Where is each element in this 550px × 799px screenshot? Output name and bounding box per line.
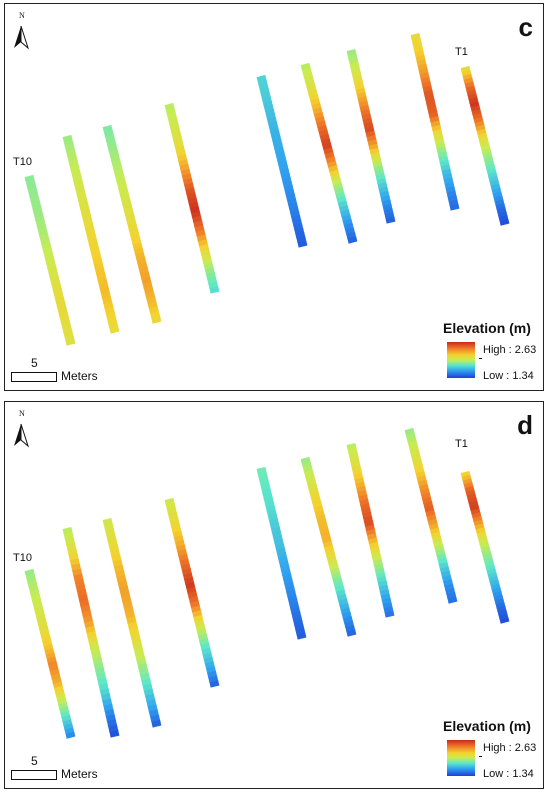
scale-unit: Meters: [61, 369, 98, 383]
transect-segment-T5: [296, 632, 307, 640]
scale-bar: 5 Meters: [11, 356, 121, 384]
transect-segment-T1: [463, 482, 474, 489]
legend-low: Low : 1.34: [483, 370, 534, 382]
transect-segment-T1: [479, 542, 490, 549]
transect-segment-T1: [471, 512, 482, 519]
transect-segment-T1: [465, 489, 476, 497]
elevation-legend: Elevation (m) High : 2.63 Low : 1.34: [441, 718, 541, 784]
transect-segment-T1: [491, 587, 502, 594]
transect-segment-T1: [475, 527, 486, 534]
transect-segment-T8: [151, 315, 162, 324]
transect-label-first: T1: [455, 46, 468, 58]
transect-segment-T1: [484, 560, 495, 568]
transect-segment-T1: [462, 478, 473, 486]
transect-segment-T1: [464, 485, 475, 493]
legend-tick: [479, 358, 482, 359]
transect-segment-T1: [470, 508, 481, 516]
transect-segment-T1: [488, 575, 499, 583]
transect-segment-T1: [472, 515, 483, 523]
transect-segment-T4: [346, 629, 357, 637]
transect-segment-T1: [495, 602, 506, 609]
transect-segment-T7: [209, 286, 220, 294]
transect-segment-T1: [469, 504, 480, 512]
scale-bar-box: [11, 372, 57, 382]
scale-value: 5: [31, 356, 38, 370]
panel-label: c: [518, 12, 533, 42]
transect-segment-T1: [473, 519, 484, 527]
transect-segment-T1: [482, 553, 493, 561]
transect-segment-T3: [384, 610, 395, 618]
legend-color-ramp: [447, 342, 475, 378]
scale-value: 5: [31, 754, 38, 768]
transect-segment-T1: [483, 557, 494, 564]
transect-segment-T7: [209, 680, 220, 688]
transect-label-first: T1: [455, 438, 468, 450]
legend-high: High : 2.63: [483, 344, 537, 356]
transect-segment-T1: [499, 617, 510, 624]
transect-segment-T1: [480, 545, 491, 553]
transect-segment-T1: [494, 598, 505, 606]
scale-bar-box: [11, 770, 57, 780]
transect-map-d: [24, 427, 510, 739]
transect-segment-T1: [492, 590, 503, 598]
transect-segment-T10: [65, 731, 76, 739]
transect-segment-T1: [468, 500, 479, 508]
transect-segment-T1: [499, 218, 510, 226]
transect-label-last: T10: [13, 552, 32, 564]
transect-segment-T1: [489, 579, 500, 587]
map-panel-d: d N T1 T10 5 Meters Elevation (m) High :…: [4, 401, 544, 789]
legend-tick: [479, 756, 482, 757]
transect-segment-T1: [477, 534, 488, 542]
transect-segment-T1: [474, 523, 485, 531]
transect-segment-T1: [493, 594, 504, 602]
transect-segment-T1: [460, 470, 471, 478]
scale-bar: 5 Meters: [11, 754, 121, 782]
legend-title: Elevation (m): [443, 718, 531, 734]
transect-segment-T1: [466, 493, 477, 501]
transect-segment-T4: [347, 236, 358, 244]
transect-segment-T2: [449, 203, 460, 211]
map-panel-c: c N T1 T10 5 Meters Elevation (m) High :…: [4, 3, 544, 391]
transect-segment-T10: [65, 338, 76, 346]
transect-segment-T1: [497, 609, 508, 617]
north-arrow-icon: N: [11, 408, 31, 450]
transect-segment-T1: [461, 474, 472, 482]
transect-segment-T1: [485, 564, 496, 572]
transect-segment-T1: [496, 605, 507, 613]
transect-segment-T8: [151, 719, 162, 728]
north-letter: N: [19, 11, 25, 20]
transect-segment-T5: [297, 240, 308, 248]
panel-label: d: [517, 410, 533, 440]
north-letter: N: [19, 409, 25, 418]
legend-low: Low : 1.34: [483, 768, 534, 780]
transect-segment-T1: [486, 568, 497, 576]
transect-map-c: [24, 32, 510, 346]
legend-color-ramp: [447, 740, 475, 776]
transect-segment-T1: [498, 613, 509, 621]
legend-title: Elevation (m): [443, 320, 531, 336]
transect-segment-T1: [476, 530, 487, 538]
transect-segment-T9: [109, 326, 120, 334]
transect-segment-T1: [481, 549, 492, 557]
transect-segment-T3: [385, 216, 396, 224]
scale-unit: Meters: [61, 767, 98, 781]
transect-segment-T2: [447, 596, 458, 604]
transect-label-last: T10: [13, 156, 32, 168]
transect-segment-T1: [478, 538, 489, 546]
transect-segment-T9: [109, 729, 120, 738]
elevation-legend: Elevation (m) High : 2.63 Low : 1.34: [441, 320, 541, 386]
transect-segment-T1: [487, 572, 498, 579]
transect-segment-T1: [467, 497, 478, 504]
transect-segment-T1: [490, 583, 501, 591]
north-arrow-icon: N: [11, 10, 31, 52]
legend-high: High : 2.63: [483, 742, 537, 754]
